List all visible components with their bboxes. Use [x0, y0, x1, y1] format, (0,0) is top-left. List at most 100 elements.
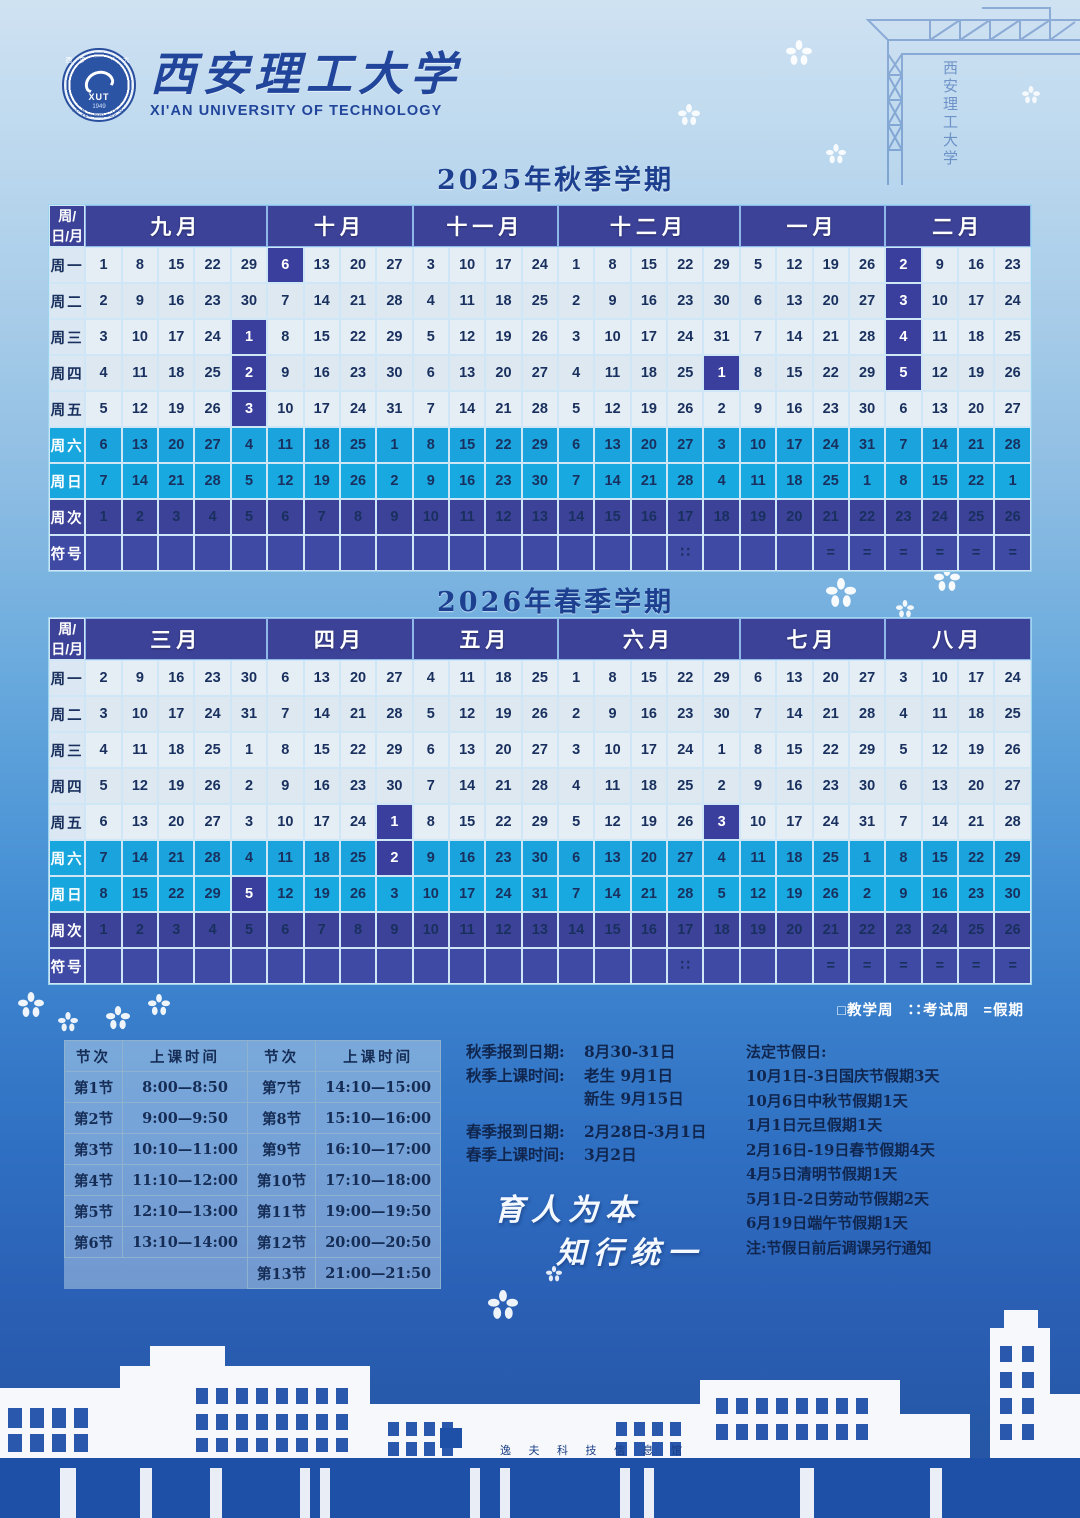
- calendar-cell[interactable]: 5: [558, 804, 595, 840]
- calendar-cell[interactable]: 4: [194, 499, 231, 535]
- calendar-cell[interactable]: 29: [994, 840, 1031, 876]
- calendar-cell[interactable]: 24: [994, 283, 1031, 319]
- calendar-cell[interactable]: 18: [776, 463, 813, 499]
- calendar-cell[interactable]: 30: [848, 768, 886, 804]
- calendar-cell[interactable]: 3: [703, 804, 740, 840]
- calendar-cell[interactable]: 9: [885, 876, 922, 912]
- calendar-cell[interactable]: [303, 535, 340, 571]
- calendar-cell[interactable]: 2: [848, 876, 886, 912]
- calendar-cell[interactable]: 12: [121, 391, 159, 427]
- calendar-cell[interactable]: [303, 948, 340, 984]
- calendar-cell[interactable]: [630, 535, 668, 571]
- calendar-cell[interactable]: =: [848, 535, 886, 571]
- calendar-cell[interactable]: 17: [158, 696, 195, 732]
- calendar-cell[interactable]: [703, 535, 740, 571]
- calendar-cell[interactable]: 17: [630, 732, 668, 768]
- calendar-cell[interactable]: 31: [376, 391, 413, 427]
- calendar-cell[interactable]: 1: [230, 732, 268, 768]
- calendar-cell[interactable]: 20: [339, 660, 377, 696]
- calendar-cell[interactable]: 12: [267, 876, 304, 912]
- calendar-cell[interactable]: 24: [812, 427, 849, 463]
- calendar-cell[interactable]: 29: [521, 427, 559, 463]
- calendar-cell[interactable]: [85, 948, 122, 984]
- calendar-cell[interactable]: 3: [158, 499, 195, 535]
- calendar-cell[interactable]: 28: [994, 427, 1031, 463]
- calendar-cell[interactable]: =: [994, 948, 1031, 984]
- calendar-cell[interactable]: 17: [667, 912, 704, 948]
- calendar-cell[interactable]: 7: [303, 912, 340, 948]
- calendar-cell[interactable]: 2: [376, 463, 413, 499]
- calendar-cell[interactable]: 14: [558, 912, 595, 948]
- calendar-cell[interactable]: [703, 948, 740, 984]
- calendar-cell[interactable]: 1: [703, 355, 740, 391]
- calendar-cell[interactable]: 3: [558, 319, 595, 355]
- calendar-cell[interactable]: 9: [412, 463, 449, 499]
- calendar-cell[interactable]: 26: [521, 319, 559, 355]
- calendar-cell[interactable]: 11: [594, 768, 631, 804]
- calendar-cell[interactable]: 5: [739, 247, 777, 283]
- calendar-cell[interactable]: 6: [267, 912, 304, 948]
- calendar-cell[interactable]: 4: [194, 912, 231, 948]
- calendar-cell[interactable]: [339, 535, 377, 571]
- calendar-cell[interactable]: 2: [703, 768, 740, 804]
- calendar-cell[interactable]: 13: [448, 355, 486, 391]
- calendar-cell[interactable]: 12: [921, 732, 958, 768]
- calendar-cell[interactable]: 11: [267, 840, 304, 876]
- calendar-cell[interactable]: 7: [739, 696, 777, 732]
- calendar-cell[interactable]: 15: [594, 499, 631, 535]
- calendar-cell[interactable]: 11: [121, 355, 159, 391]
- calendar-cell[interactable]: 30: [376, 768, 413, 804]
- calendar-cell[interactable]: 27: [994, 391, 1031, 427]
- calendar-cell[interactable]: 13: [776, 283, 813, 319]
- calendar-cell[interactable]: 7: [85, 463, 122, 499]
- calendar-cell[interactable]: 14: [303, 283, 340, 319]
- calendar-cell[interactable]: 24: [667, 732, 704, 768]
- calendar-cell[interactable]: 21: [158, 463, 195, 499]
- calendar-cell[interactable]: 17: [630, 319, 668, 355]
- calendar-cell[interactable]: 2: [230, 768, 268, 804]
- calendar-cell[interactable]: 25: [667, 768, 704, 804]
- calendar-cell[interactable]: 19: [776, 876, 813, 912]
- calendar-cell[interactable]: 29: [194, 876, 231, 912]
- calendar-cell[interactable]: 3: [158, 912, 195, 948]
- calendar-cell[interactable]: 10: [594, 732, 631, 768]
- calendar-cell[interactable]: 18: [776, 840, 813, 876]
- calendar-cell[interactable]: 20: [630, 840, 668, 876]
- calendar-cell[interactable]: 6: [885, 768, 922, 804]
- calendar-cell[interactable]: 8: [121, 247, 159, 283]
- calendar-cell[interactable]: 15: [630, 247, 668, 283]
- calendar-cell[interactable]: 31: [848, 804, 886, 840]
- calendar-cell[interactable]: 18: [303, 840, 340, 876]
- calendar-cell[interactable]: 3: [230, 804, 268, 840]
- calendar-cell[interactable]: 9: [267, 355, 304, 391]
- calendar-cell[interactable]: 27: [194, 804, 231, 840]
- calendar-cell[interactable]: 28: [521, 391, 559, 427]
- calendar-cell[interactable]: 22: [848, 499, 886, 535]
- calendar-cell[interactable]: 14: [558, 499, 595, 535]
- calendar-cell[interactable]: 15: [448, 804, 486, 840]
- calendar-cell[interactable]: 6: [267, 499, 304, 535]
- calendar-cell[interactable]: 8: [85, 876, 122, 912]
- calendar-cell[interactable]: 2: [703, 391, 740, 427]
- calendar-cell[interactable]: 24: [667, 319, 704, 355]
- calendar-cell[interactable]: 1: [376, 427, 413, 463]
- calendar-cell[interactable]: 27: [521, 355, 559, 391]
- calendar-cell[interactable]: 14: [594, 876, 631, 912]
- calendar-cell[interactable]: 29: [703, 660, 740, 696]
- calendar-cell[interactable]: 15: [303, 732, 340, 768]
- calendar-cell[interactable]: 12: [448, 319, 486, 355]
- calendar-cell[interactable]: 23: [812, 768, 849, 804]
- calendar-cell[interactable]: 20: [158, 427, 195, 463]
- calendar-cell[interactable]: 24: [339, 804, 377, 840]
- calendar-cell[interactable]: 29: [848, 355, 886, 391]
- calendar-cell[interactable]: 18: [485, 660, 522, 696]
- calendar-cell[interactable]: 16: [303, 355, 340, 391]
- calendar-cell[interactable]: 11: [448, 660, 486, 696]
- calendar-cell[interactable]: =: [848, 948, 886, 984]
- calendar-cell[interactable]: 16: [158, 283, 195, 319]
- calendar-cell[interactable]: 30: [703, 283, 740, 319]
- calendar-cell[interactable]: 21: [812, 912, 849, 948]
- calendar-cell[interactable]: 21: [630, 463, 668, 499]
- calendar-cell[interactable]: 30: [230, 283, 268, 319]
- calendar-cell[interactable]: 24: [994, 660, 1031, 696]
